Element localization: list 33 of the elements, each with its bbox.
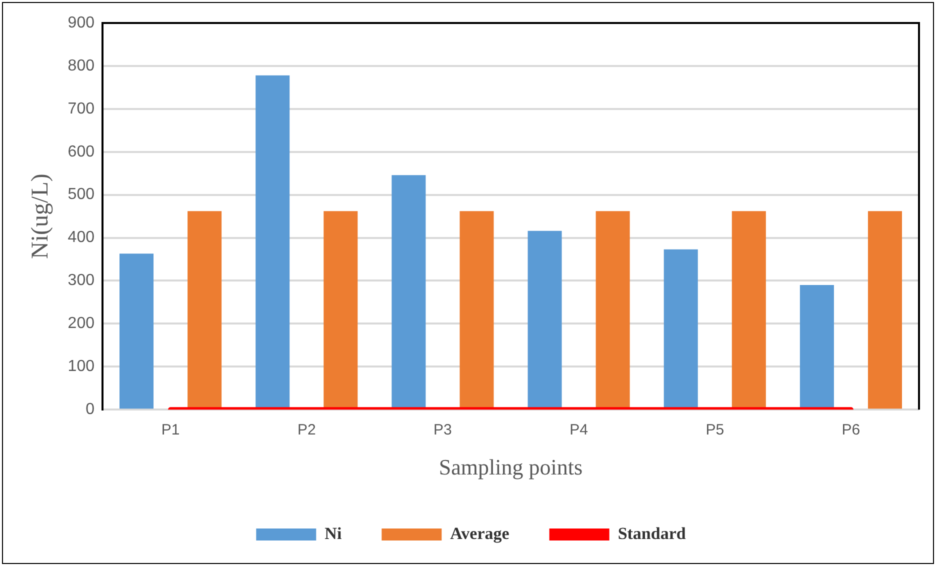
bar	[460, 211, 494, 409]
legend-label: Standard	[618, 524, 686, 543]
y-tick-label: 400	[68, 229, 95, 246]
bar	[324, 211, 358, 409]
y-tick-label: 300	[68, 272, 95, 290]
y-tick-label: 0	[86, 401, 95, 418]
x-tick-label: P5	[706, 422, 724, 439]
y-tick-label: 100	[68, 358, 95, 376]
bar	[120, 254, 154, 409]
bar	[596, 211, 630, 409]
legend-label: Ni	[324, 524, 342, 543]
bar	[664, 249, 698, 409]
bar	[800, 285, 834, 409]
x-tick-label: P4	[570, 422, 588, 439]
x-tick-label: P1	[161, 422, 180, 439]
y-tick-label: 700	[68, 100, 95, 118]
legend-label: Average	[450, 524, 510, 543]
y-tick-label: 500	[68, 186, 95, 204]
bar	[868, 211, 902, 409]
bar	[392, 175, 426, 409]
x-tick-label: P2	[297, 422, 316, 439]
x-tick-label: P3	[434, 422, 452, 439]
x-axis-title: Sampling points	[438, 454, 583, 480]
bar	[528, 230, 562, 409]
y-tick-label: 900	[68, 14, 95, 32]
y-tick-label: 800	[68, 57, 95, 74]
bar	[188, 211, 222, 409]
y-tick-label: 600	[68, 143, 95, 160]
bar	[732, 211, 766, 409]
y-axis-title: Ni(ug/L)	[28, 174, 54, 259]
x-tick-label: P6	[842, 422, 860, 439]
bar	[256, 75, 290, 409]
y-tick-label: 200	[68, 315, 95, 332]
